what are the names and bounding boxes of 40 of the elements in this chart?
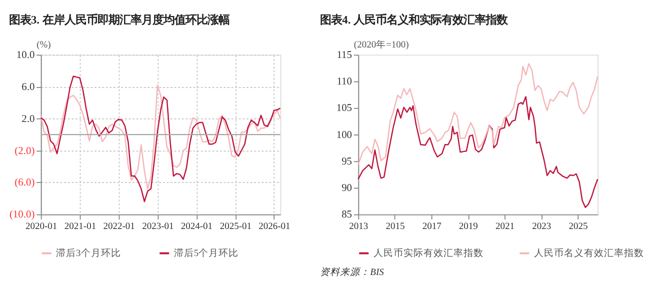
x-tick-label: 2023 — [532, 222, 552, 232]
y-tick-label: (2.0) — [14, 146, 36, 157]
y-axis-title: (%) — [36, 40, 51, 51]
y-tick-label: 110 — [336, 76, 352, 88]
x-tick-label: 2017 — [422, 222, 442, 232]
y-tick-label: 100 — [336, 130, 352, 141]
x-tick-label: 2021-01 — [64, 222, 96, 232]
y-tick-label: 95 — [342, 156, 352, 168]
y-tick-label: 6.0 — [22, 82, 35, 93]
y-tick-label: 2.0 — [22, 114, 35, 125]
line-series — [358, 96, 598, 208]
legend-label: 人民币实际有效汇率指数 — [373, 247, 484, 260]
y-axis-title: (2020年=100) — [354, 38, 409, 51]
y-tick-label: (10.0) — [9, 210, 36, 221]
y-tick-label: 85 — [342, 210, 352, 221]
x-tick-label: 2025-01 — [220, 222, 252, 232]
y-tick-label: 10.0 — [16, 50, 35, 62]
x-tick-label: 2021 — [496, 222, 515, 232]
x-tick-label: 2022-01 — [103, 222, 136, 232]
x-tick-label: 2025 — [568, 222, 588, 232]
x-tick-label: 2024-01 — [180, 222, 213, 232]
line-series — [40, 76, 281, 202]
line-series — [40, 84, 281, 190]
y-tick-label: 105 — [336, 103, 352, 114]
legend-label: 滞后3个月环比 — [56, 247, 121, 260]
line-series — [358, 63, 598, 166]
legend-label: 滞后5个月环比 — [174, 247, 239, 260]
chart-title: 图表4. 人民币名义和实际有效汇率指数 — [320, 13, 509, 26]
y-tick-label: 90 — [342, 183, 352, 194]
y-tick-label: (6.0) — [14, 178, 36, 189]
legend-label: 人民币名义有效汇率指数 — [534, 247, 644, 260]
x-tick-label: 2019 — [458, 222, 478, 232]
text: 资料来源：BIS — [320, 267, 384, 278]
x-tick-label: 2020-01 — [25, 222, 58, 232]
x-tick-label: 2023-01 — [142, 222, 174, 232]
x-tick-label: 2026-01 — [258, 222, 291, 232]
chart-title: 图表3. 在岸人民币即期汇率月度均值环比涨幅 — [8, 13, 230, 26]
x-tick-label: 2013 — [349, 222, 368, 232]
x-tick-label: 2015 — [386, 222, 405, 232]
y-tick-label: 115 — [336, 50, 352, 62]
